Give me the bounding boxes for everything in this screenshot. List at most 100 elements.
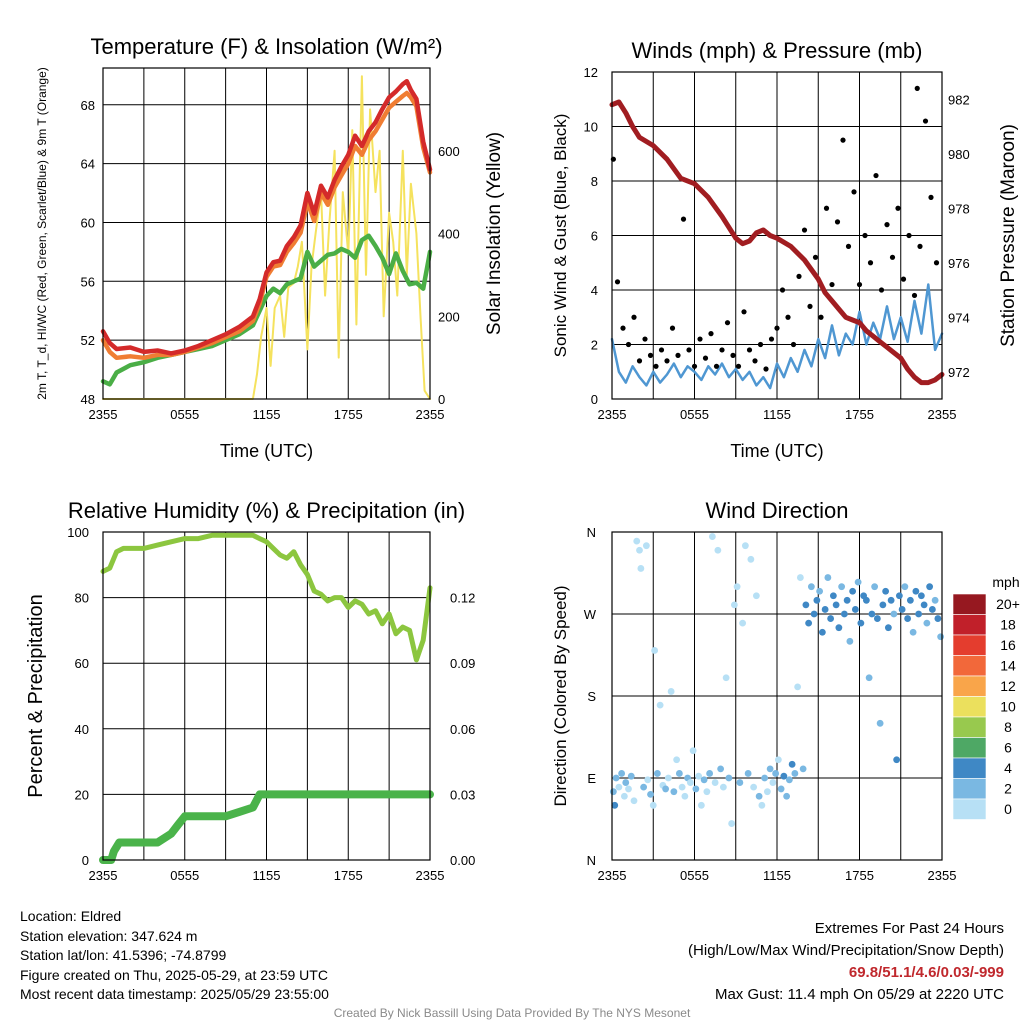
gust-point xyxy=(818,314,824,320)
direction-point xyxy=(865,674,873,682)
y2-tick-label: 974 xyxy=(948,310,970,325)
y-tick-label: 0 xyxy=(82,853,89,868)
direction-point xyxy=(912,587,920,595)
gust-point xyxy=(785,314,791,320)
direction-point xyxy=(799,765,807,773)
direction-point xyxy=(673,756,681,764)
direction-point xyxy=(651,647,659,654)
y-tick-label: 68 xyxy=(81,98,95,113)
y-tick-label: 0 xyxy=(591,392,598,407)
y-tick-label: 12 xyxy=(584,65,598,80)
gust-point xyxy=(933,260,940,266)
direction-point xyxy=(747,555,755,563)
gust-point xyxy=(730,352,736,358)
gust-point xyxy=(774,325,780,331)
direction-point xyxy=(937,633,945,641)
colorbar-level: 4 xyxy=(1004,760,1012,776)
series-wind xyxy=(610,283,944,390)
direction-point xyxy=(700,776,708,784)
gust-point xyxy=(763,366,769,372)
chart-title: Relative Humidity (%) & Precipitation (i… xyxy=(68,498,465,523)
colorbar-swatch xyxy=(952,737,987,759)
colorbar-level: 2 xyxy=(1004,781,1012,797)
direction-point xyxy=(703,788,711,796)
direction-point xyxy=(906,596,914,604)
x-tick-label: 0555 xyxy=(170,868,199,883)
direction-point xyxy=(681,792,689,800)
extremes-subtitle: (High/Low/Max Wind/Precipitation/Snow De… xyxy=(688,942,1004,959)
direction-point xyxy=(763,788,771,796)
x-tick-label: 1755 xyxy=(334,868,363,883)
gust-point xyxy=(724,320,731,326)
direction-point xyxy=(627,772,635,780)
colorbar-swatch xyxy=(952,798,987,820)
gust-point xyxy=(752,358,758,364)
y2-tick-label: 0.12 xyxy=(450,591,475,606)
direction-point xyxy=(766,765,774,773)
gust-point xyxy=(873,172,879,179)
gust-point xyxy=(801,227,808,233)
direction-point xyxy=(879,601,887,609)
direction-point xyxy=(915,610,923,618)
figure-created: Figure created on Thu, 2025-05-29, at 23… xyxy=(20,966,328,983)
direction-point xyxy=(895,592,903,600)
direction-point xyxy=(909,628,917,636)
gust-point xyxy=(867,260,874,266)
direction-point xyxy=(761,774,769,782)
direction-point xyxy=(807,583,815,591)
direction-point xyxy=(928,606,936,613)
station-location: Location: Eldred xyxy=(20,908,122,924)
y-tick-label: 8 xyxy=(591,174,598,189)
colorbar-swatch xyxy=(952,716,987,738)
direction-point xyxy=(832,601,840,609)
gust-point xyxy=(895,205,901,211)
direction-point xyxy=(730,601,738,609)
gust-point xyxy=(713,363,720,369)
y-tick-label: N xyxy=(587,853,596,868)
colorbar-level: 14 xyxy=(1000,658,1016,674)
colorbar-level: 20+ xyxy=(996,596,1020,612)
direction-point xyxy=(876,719,884,727)
gust-point xyxy=(911,292,918,299)
gust-point xyxy=(845,243,852,249)
direction-point xyxy=(772,770,780,777)
gust-point xyxy=(620,325,626,331)
gust-point xyxy=(625,341,632,348)
direction-point xyxy=(882,587,890,595)
gust-point xyxy=(757,341,764,348)
direction-point xyxy=(788,760,796,768)
x-tick-label: 2355 xyxy=(89,868,118,883)
station-info: Location: Eldred Station elevation: 347.… xyxy=(20,907,329,1005)
gust-point xyxy=(614,279,621,285)
direction-point xyxy=(611,801,619,809)
direction-point xyxy=(887,596,895,604)
direction-point xyxy=(838,583,846,591)
x-tick-label: 2355 xyxy=(598,407,627,422)
direction-point xyxy=(664,774,672,782)
y2-tick-label: 972 xyxy=(948,365,970,380)
gust-point xyxy=(889,254,896,260)
direction-point xyxy=(719,783,727,791)
series-pressure xyxy=(609,99,945,386)
x-tick-label: 2355 xyxy=(416,868,445,883)
y2-tick-label: 0.09 xyxy=(450,656,475,671)
y-tick-label: 56 xyxy=(81,274,95,289)
y-axis-label: Sonic Wind & Gust (Blue, Black) xyxy=(551,114,570,358)
direction-point xyxy=(714,546,722,554)
direction-point xyxy=(923,619,931,627)
gust-point xyxy=(680,216,687,222)
series-rh xyxy=(100,532,433,663)
colorbar-swatch xyxy=(952,593,987,615)
y2-axis-label: Solar Insolation (Yellow) xyxy=(484,132,505,335)
direction-point xyxy=(917,592,925,600)
x-tick-label: 0555 xyxy=(680,407,709,422)
direction-point xyxy=(893,756,901,764)
y-tick-label: 52 xyxy=(81,333,95,348)
direction-point xyxy=(824,574,832,581)
chart-title: Wind Direction xyxy=(705,498,848,523)
station-elevation: Station elevation: 347.624 m xyxy=(20,927,198,944)
direction-point xyxy=(926,583,934,591)
direction-point xyxy=(711,779,719,786)
x-tick-label: 0555 xyxy=(170,407,199,422)
